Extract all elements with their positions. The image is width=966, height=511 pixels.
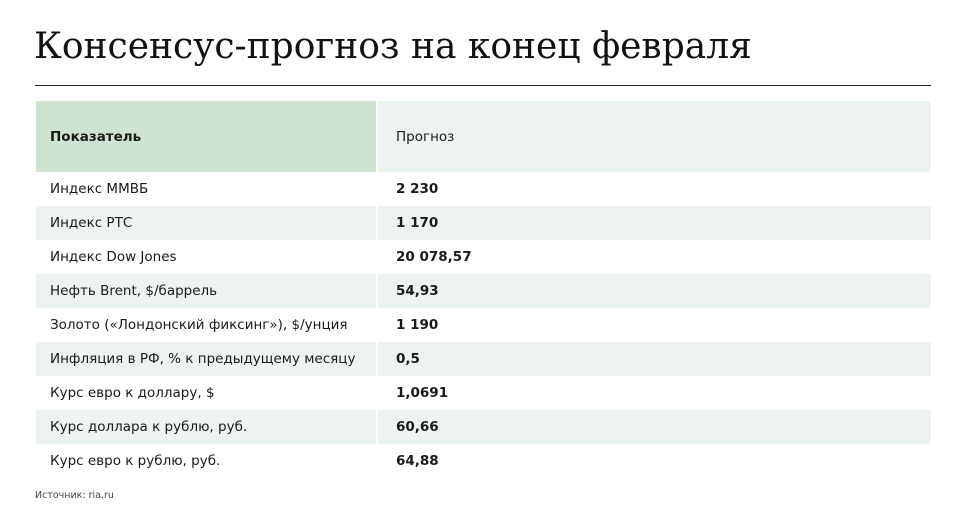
row-label: Индекс ММВБ xyxy=(50,181,149,197)
table-row: Индекс Dow Jones 20 078,57 xyxy=(36,240,931,274)
row-value: 1 190 xyxy=(396,317,439,333)
row-value: 1 170 xyxy=(378,206,931,240)
table-row: Нефть Brent, $/баррель 54,93 xyxy=(36,274,931,308)
row-value: 64,88 xyxy=(396,453,439,469)
title-divider xyxy=(35,85,931,86)
table-row: Курс доллара к рублю, руб. 60,66 xyxy=(36,410,931,444)
row-value: 60,66 xyxy=(378,410,931,444)
row-label: Золото («Лондонский фиксинг»), $/унция xyxy=(50,317,348,333)
row-label: Курс евро к доллару, $ xyxy=(50,385,215,401)
source-note: Источник: ria.ru xyxy=(35,490,114,501)
header-forecast: Прогноз xyxy=(378,101,931,172)
header-indicator: Показатель xyxy=(36,101,376,172)
forecast-table: Показатель Прогноз Индекс ММВБ 2 230 Инд… xyxy=(36,101,931,478)
row-label: Нефть Brent, $/баррель xyxy=(36,274,376,308)
row-label: Курс евро к рублю, руб. xyxy=(50,453,221,469)
row-value: 54,93 xyxy=(378,274,931,308)
row-label: Индекс РТС xyxy=(36,206,376,240)
row-value: 0,5 xyxy=(378,342,931,376)
table-row: Золото («Лондонский фиксинг»), $/унция 1… xyxy=(36,308,931,342)
row-value: 2 230 xyxy=(396,181,439,197)
table-header: Показатель Прогноз xyxy=(36,101,931,172)
row-value: 1,0691 xyxy=(396,385,449,401)
table-row: Индекс РТС 1 170 xyxy=(36,206,931,240)
row-label: Инфляция в РФ, % к предыдущему месяцу xyxy=(36,342,376,376)
chart-title: Консенсус-прогноз на конец февраля xyxy=(34,26,752,67)
row-label: Индекс Dow Jones xyxy=(50,249,177,265)
table-row: Курс евро к доллару, $ 1,0691 xyxy=(36,376,931,410)
table-row: Курс евро к рублю, руб. 64,88 xyxy=(36,444,931,478)
row-value: 20 078,57 xyxy=(396,249,472,265)
table-row: Индекс ММВБ 2 230 xyxy=(36,172,931,206)
table-row: Инфляция в РФ, % к предыдущему месяцу 0,… xyxy=(36,342,931,376)
row-label: Курс доллара к рублю, руб. xyxy=(36,410,376,444)
